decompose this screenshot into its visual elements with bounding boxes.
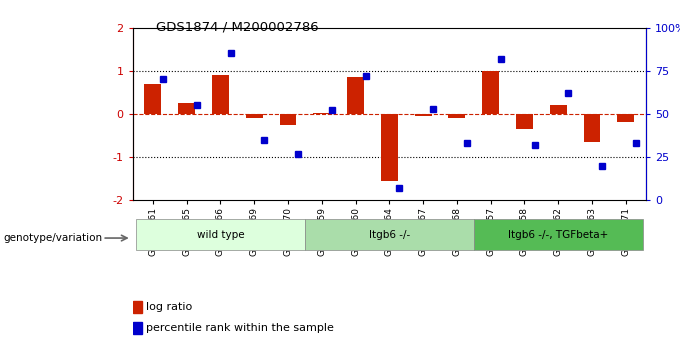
Bar (482, 71, 499, 114)
Bar (549, 105, 566, 114)
Bar (212, 75, 229, 114)
Bar (305, 219, 474, 250)
Bar (347, 77, 364, 114)
Bar (133, 322, 141, 334)
Text: wild type: wild type (197, 230, 244, 239)
Bar (381, 114, 398, 181)
Text: percentile rank within the sample: percentile rank within the sample (146, 323, 333, 333)
Text: genotype/variation: genotype/variation (3, 233, 103, 243)
Bar (279, 114, 296, 125)
Bar (583, 114, 600, 142)
Text: log ratio: log ratio (146, 302, 192, 312)
Text: GDS1874 / M200002786: GDS1874 / M200002786 (156, 21, 319, 34)
Bar (617, 114, 634, 122)
Bar (133, 301, 141, 313)
Bar (415, 114, 432, 116)
Bar (144, 84, 161, 114)
Text: Itgb6 -/-: Itgb6 -/- (369, 230, 410, 239)
Bar (178, 103, 195, 114)
Bar (245, 114, 262, 118)
Text: Itgb6 -/-, TGFbeta+: Itgb6 -/-, TGFbeta+ (508, 230, 609, 239)
Bar (313, 113, 330, 114)
Bar (448, 114, 465, 118)
Bar (136, 219, 305, 250)
Bar (516, 114, 533, 129)
Bar (474, 219, 643, 250)
